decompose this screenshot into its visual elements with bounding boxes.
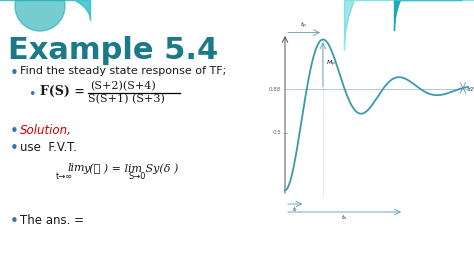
Text: •: • <box>10 141 19 156</box>
Text: Example 5.4: Example 5.4 <box>8 36 218 65</box>
Text: $t_p$: $t_p$ <box>301 20 308 30</box>
Text: Find the steady state response of TF;: Find the steady state response of TF; <box>20 66 226 76</box>
Text: ±2%: ±2% <box>466 87 474 92</box>
Text: S(S+1) (S+3): S(S+1) (S+3) <box>88 94 165 104</box>
Text: •: • <box>10 214 19 229</box>
Text: use  F.V.T.: use F.V.T. <box>20 141 77 154</box>
Text: lim: lim <box>68 163 85 173</box>
Text: Solution,: Solution, <box>20 124 72 137</box>
Text: y(ℓ ) = lim Sy(ẟ ): y(ℓ ) = lim Sy(ẟ ) <box>83 163 178 174</box>
Text: S→0: S→0 <box>129 172 146 181</box>
Text: 0.5: 0.5 <box>272 130 281 135</box>
Text: 0.88: 0.88 <box>269 87 281 92</box>
Text: t→∞: t→∞ <box>56 172 73 181</box>
Text: $t_s$: $t_s$ <box>341 213 348 222</box>
Text: $M_p$: $M_p$ <box>326 59 336 69</box>
Text: The ans. =: The ans. = <box>20 214 84 227</box>
Circle shape <box>15 0 65 31</box>
Text: (S+2)(S+4): (S+2)(S+4) <box>90 81 156 91</box>
Text: F(S) =: F(S) = <box>40 85 85 98</box>
Text: •: • <box>28 88 36 101</box>
Text: •: • <box>10 66 19 81</box>
Text: $t_r$: $t_r$ <box>292 205 298 214</box>
Text: •: • <box>10 124 19 139</box>
